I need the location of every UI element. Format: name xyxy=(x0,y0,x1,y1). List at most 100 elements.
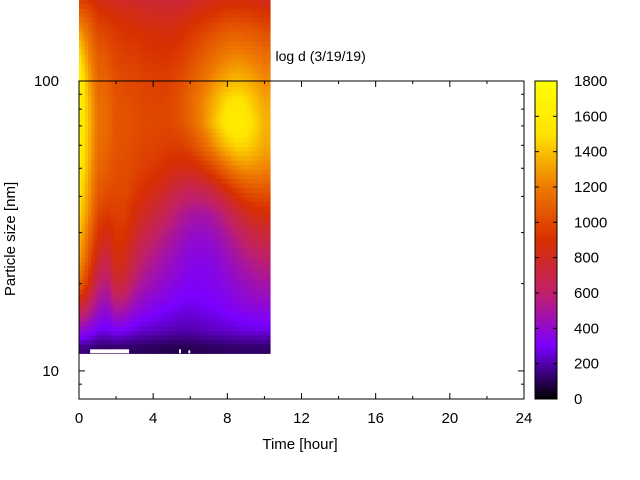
heatmap-cell xyxy=(183,247,188,253)
heatmap-cell xyxy=(153,210,158,216)
heatmap-cell xyxy=(165,224,170,230)
heatmap-cell xyxy=(201,344,205,350)
heatmap-cell xyxy=(165,150,170,157)
heatmap-cell xyxy=(183,40,188,46)
heatmap-cell xyxy=(159,229,164,235)
heatmap-cell xyxy=(99,8,104,14)
heatmap-cell xyxy=(111,49,116,55)
heatmap-cell xyxy=(123,192,128,198)
heatmap-cell xyxy=(198,238,202,244)
heatmap-cell xyxy=(123,118,128,124)
heatmap-cell xyxy=(171,132,176,138)
heatmap-cell xyxy=(156,77,161,83)
heatmap-cell xyxy=(174,123,179,129)
heatmap-cell xyxy=(105,104,110,111)
heatmap-cell xyxy=(192,114,196,120)
heatmap-cell xyxy=(147,0,152,5)
heatmap-cell xyxy=(195,242,199,249)
heatmap-cell xyxy=(192,233,196,239)
heatmap-cell xyxy=(84,293,89,299)
heatmap-cell xyxy=(147,187,152,193)
heatmap-cell xyxy=(114,146,119,152)
heatmap-cell xyxy=(120,201,125,207)
heatmap-cell xyxy=(153,233,158,239)
heatmap-cell xyxy=(204,63,208,69)
heatmap-cell xyxy=(138,298,143,304)
heatmap-cell xyxy=(177,127,182,134)
heatmap-cell xyxy=(132,49,137,55)
heatmap-cell xyxy=(105,63,110,69)
heatmap-cell xyxy=(84,298,89,304)
heatmap-cell xyxy=(141,22,146,28)
heatmap-cell xyxy=(150,132,155,138)
heatmap-cell xyxy=(105,311,110,318)
heatmap-cell xyxy=(168,118,173,124)
heatmap-cell xyxy=(198,155,202,161)
heatmap-cell xyxy=(96,132,101,138)
heatmap-cell xyxy=(123,86,128,92)
heatmap-cell xyxy=(123,196,128,203)
heatmap-cell xyxy=(79,206,83,212)
heatmap-cell xyxy=(135,146,140,152)
heatmap-cell xyxy=(180,26,185,32)
heatmap-cell xyxy=(204,196,208,203)
heatmap-cell xyxy=(204,265,208,272)
heatmap-cell xyxy=(207,169,211,175)
heatmap-cell xyxy=(180,31,185,37)
heatmap-cell xyxy=(105,169,110,175)
heatmap-cell xyxy=(114,238,119,244)
heatmap-cell xyxy=(201,265,205,272)
heatmap-cell xyxy=(87,302,92,308)
heatmap-cell xyxy=(186,293,191,299)
heatmap-cell xyxy=(162,279,167,285)
heatmap-cell xyxy=(198,302,202,308)
heatmap-cell xyxy=(195,54,199,60)
heatmap-cell xyxy=(90,206,95,212)
heatmap-cell xyxy=(81,224,86,230)
heatmap-cell xyxy=(198,132,202,138)
heatmap-cell xyxy=(129,178,134,184)
heatmap-cell xyxy=(141,316,146,322)
heatmap-cell xyxy=(120,219,125,226)
heatmap-cell xyxy=(189,127,193,134)
heatmap-cell xyxy=(141,196,146,203)
heatmap-cell xyxy=(177,118,182,124)
heatmap-cell xyxy=(135,210,140,216)
heatmap-cell xyxy=(201,325,205,331)
heatmap-cell xyxy=(132,330,137,336)
heatmap-cell xyxy=(168,91,173,97)
heatmap-cell xyxy=(117,164,122,170)
heatmap-cell xyxy=(102,68,107,74)
heatmap-cell xyxy=(108,40,113,46)
heatmap-cell xyxy=(93,196,98,203)
heatmap-cell xyxy=(99,215,104,221)
heatmap-cell xyxy=(198,275,202,281)
heatmap-cell xyxy=(144,17,149,23)
heatmap-cell xyxy=(90,334,95,341)
heatmap-cell xyxy=(198,160,202,166)
heatmap-cell xyxy=(120,275,125,281)
heatmap-cell xyxy=(126,219,131,226)
heatmap-cell xyxy=(168,8,173,14)
heatmap-cell xyxy=(198,233,202,239)
heatmap-cell xyxy=(150,22,155,28)
heatmap-cell xyxy=(213,169,217,175)
heatmap-cell xyxy=(183,339,188,345)
heatmap-cell xyxy=(186,321,191,327)
heatmap-cell xyxy=(183,160,188,166)
heatmap-cell xyxy=(147,127,152,134)
heatmap-cell xyxy=(204,160,208,166)
heatmap-cell xyxy=(156,123,161,129)
heatmap-cell xyxy=(102,123,107,129)
heatmap-cell xyxy=(207,40,211,46)
heatmap-cell xyxy=(114,330,119,336)
heatmap-cell xyxy=(177,224,182,230)
heatmap-cell xyxy=(147,284,152,290)
heatmap-cell xyxy=(111,330,116,336)
heatmap-cell xyxy=(129,265,134,272)
heatmap-cell xyxy=(204,201,208,207)
heatmap-cell xyxy=(87,146,92,152)
heatmap-cell xyxy=(198,49,202,55)
heatmap-cell xyxy=(120,242,125,249)
heatmap-cell xyxy=(132,344,137,350)
